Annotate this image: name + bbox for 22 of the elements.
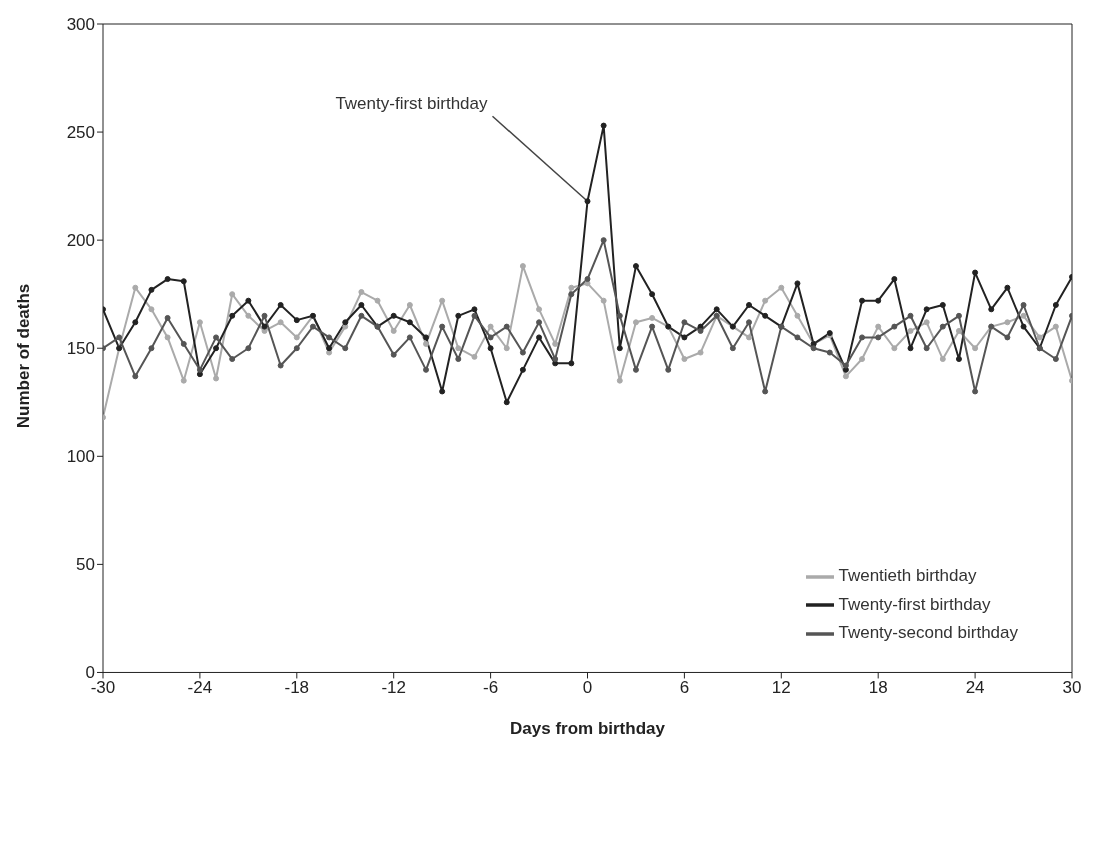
x-tick-label: 18 xyxy=(868,677,888,697)
x-tick-label: -6 xyxy=(483,677,499,697)
y-tick-label: 100 xyxy=(66,447,95,467)
x-tick-label: 30 xyxy=(1062,677,1082,697)
x-tick-label: -24 xyxy=(187,677,213,697)
y-tick-label: 250 xyxy=(66,123,95,143)
legend-label: Twenty-first birthday xyxy=(838,594,991,614)
y-axis-title: Number of deaths xyxy=(14,283,34,429)
y-tick-label: 200 xyxy=(66,231,95,251)
legend-label: Twentieth birthday xyxy=(838,566,977,586)
y-tick-label: 300 xyxy=(66,15,95,35)
x-tick-label: 6 xyxy=(679,677,690,697)
y-tick-label: 50 xyxy=(76,555,95,575)
x-axis-title: Days from birthday xyxy=(510,719,666,739)
x-tick-label: -18 xyxy=(284,677,310,697)
annotation: Twenty-first birthday xyxy=(335,94,488,114)
x-tick-label: 0 xyxy=(582,677,593,697)
x-tick-label: -12 xyxy=(381,677,406,697)
x-tick-label: 12 xyxy=(771,677,791,697)
x-tick-label: 24 xyxy=(965,677,985,697)
y-tick-label: 150 xyxy=(66,339,95,359)
legend-label: Twenty-second birthday xyxy=(838,623,1018,643)
